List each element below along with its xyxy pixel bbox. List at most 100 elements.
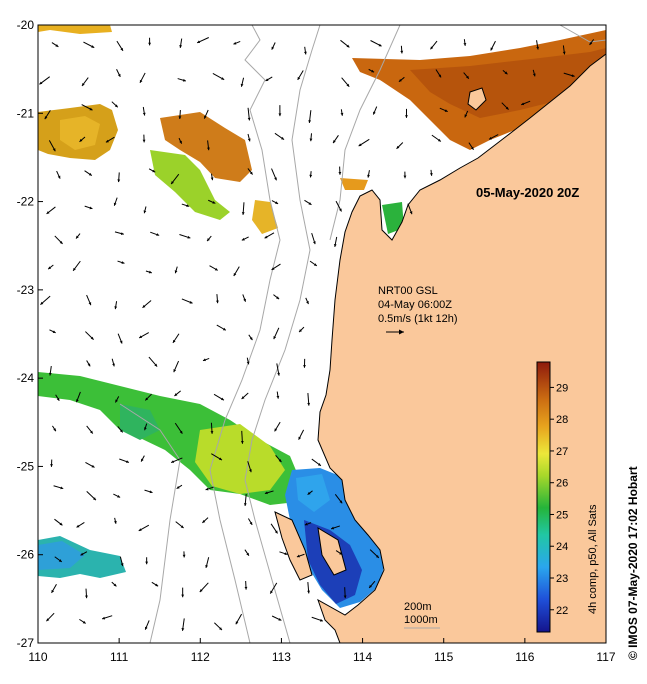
current-arrow xyxy=(79,136,86,143)
current-arrow xyxy=(117,426,124,433)
current-arrow xyxy=(468,142,474,150)
current-arrow xyxy=(398,76,405,83)
current-arrow xyxy=(54,235,63,245)
current-arrow xyxy=(335,550,343,556)
sst-patch-central-green xyxy=(150,150,230,220)
current-arrow xyxy=(105,136,115,143)
x-tick-label: 117 xyxy=(596,650,615,664)
date-stamp: 05-May-2020 20Z xyxy=(476,185,579,200)
current-arrow xyxy=(114,396,120,403)
current-arrow xyxy=(369,549,380,559)
current-arrow xyxy=(241,202,245,215)
y-tick-label: -23 xyxy=(17,283,35,297)
current-arrow xyxy=(143,206,147,214)
current-arrow xyxy=(205,486,214,491)
current-arrows xyxy=(39,37,595,631)
current-arrow xyxy=(333,236,338,248)
current-arrow xyxy=(150,231,160,236)
current-arrow xyxy=(209,265,219,271)
current-scale-label: 0.5m/s (1kt 12h) xyxy=(378,313,457,325)
current-arrow xyxy=(215,294,219,304)
current-arrow xyxy=(247,518,253,526)
current-arrow xyxy=(439,107,448,113)
current-arrow xyxy=(233,40,241,45)
y-tick-label: -27 xyxy=(17,636,35,650)
current-arrow xyxy=(174,422,183,434)
current-arrow xyxy=(303,46,307,55)
y-tick-label: -26 xyxy=(17,548,35,562)
current-arrow xyxy=(242,294,247,302)
current-arrow xyxy=(307,490,313,496)
colorbar-tick-label: 22 xyxy=(556,605,568,617)
sst-patch-small xyxy=(252,200,278,234)
current-arrow xyxy=(429,169,433,176)
current-arrow xyxy=(178,137,183,144)
current-arrow xyxy=(278,105,282,117)
x-axis: 110 111 112 113 114 115 116 117 xyxy=(28,638,616,664)
current-arrow xyxy=(279,551,288,555)
current-arrow xyxy=(396,142,404,150)
current-arrow xyxy=(148,37,152,46)
colorbar-ticks: 22 23 24 25 26 27 28 29 xyxy=(550,382,568,617)
current-arrow xyxy=(49,329,56,334)
scale-arrow-icon xyxy=(386,329,404,335)
current-arrow xyxy=(298,429,305,440)
current-arrow xyxy=(208,199,216,204)
current-arrow xyxy=(463,72,470,80)
current-arrow xyxy=(81,104,93,111)
sst-band-core xyxy=(120,404,160,440)
colorbar-tick-label: 29 xyxy=(556,382,568,394)
y-tick-label: -22 xyxy=(17,195,35,209)
current-arrow xyxy=(309,133,313,142)
plot-frame xyxy=(37,24,607,644)
contour-200m xyxy=(244,25,321,643)
colorbar-title: 4h comp, p50, All Sats xyxy=(587,504,599,614)
current-arrow xyxy=(202,357,210,362)
x-tick-label: 111 xyxy=(110,650,129,664)
depth-legend-200m: 200m xyxy=(404,601,432,613)
current-arrow xyxy=(145,270,152,274)
sst-patch-green-bay xyxy=(382,202,404,234)
current-arrow xyxy=(179,38,183,48)
current-arrow xyxy=(86,360,91,367)
current-arrow xyxy=(501,102,509,110)
sst-band-yellow xyxy=(195,424,285,494)
current-arrow xyxy=(304,199,312,206)
current-arrow xyxy=(111,101,119,108)
current-arrow xyxy=(247,168,253,175)
current-arrow xyxy=(276,391,280,399)
current-arrow xyxy=(273,327,280,340)
current-arrow xyxy=(114,301,118,310)
current-arrow xyxy=(243,494,247,506)
y-tick-label: -21 xyxy=(17,106,35,120)
current-arrow xyxy=(85,331,94,340)
current-arrow xyxy=(54,556,63,563)
current-arrow xyxy=(296,553,305,558)
current-arrow xyxy=(174,266,178,274)
current-arrow xyxy=(264,490,274,495)
current-arrow xyxy=(248,334,253,341)
current-arrow xyxy=(148,168,156,173)
current-arrow xyxy=(214,622,223,631)
current-arrow xyxy=(235,613,243,625)
sst-patch-central xyxy=(160,112,252,182)
current-arrow xyxy=(308,110,312,124)
current-arrow xyxy=(148,356,158,367)
current-arrow xyxy=(241,392,249,400)
current-arrow xyxy=(138,524,150,532)
current-arrow xyxy=(85,588,88,599)
current-arrow xyxy=(170,173,180,185)
x-tick-label: 112 xyxy=(191,650,210,664)
current-arrow xyxy=(244,581,248,590)
y-tick-label: -20 xyxy=(17,18,35,32)
current-arrow xyxy=(113,517,117,524)
current-arrow xyxy=(297,70,304,81)
current-arrow xyxy=(47,264,54,270)
current-arrow xyxy=(240,430,244,444)
current-arrow xyxy=(532,69,536,77)
y-tick-label: -25 xyxy=(17,459,35,473)
current-arrow xyxy=(113,493,121,498)
current-arrow xyxy=(85,461,95,468)
current-arrow xyxy=(199,582,209,593)
